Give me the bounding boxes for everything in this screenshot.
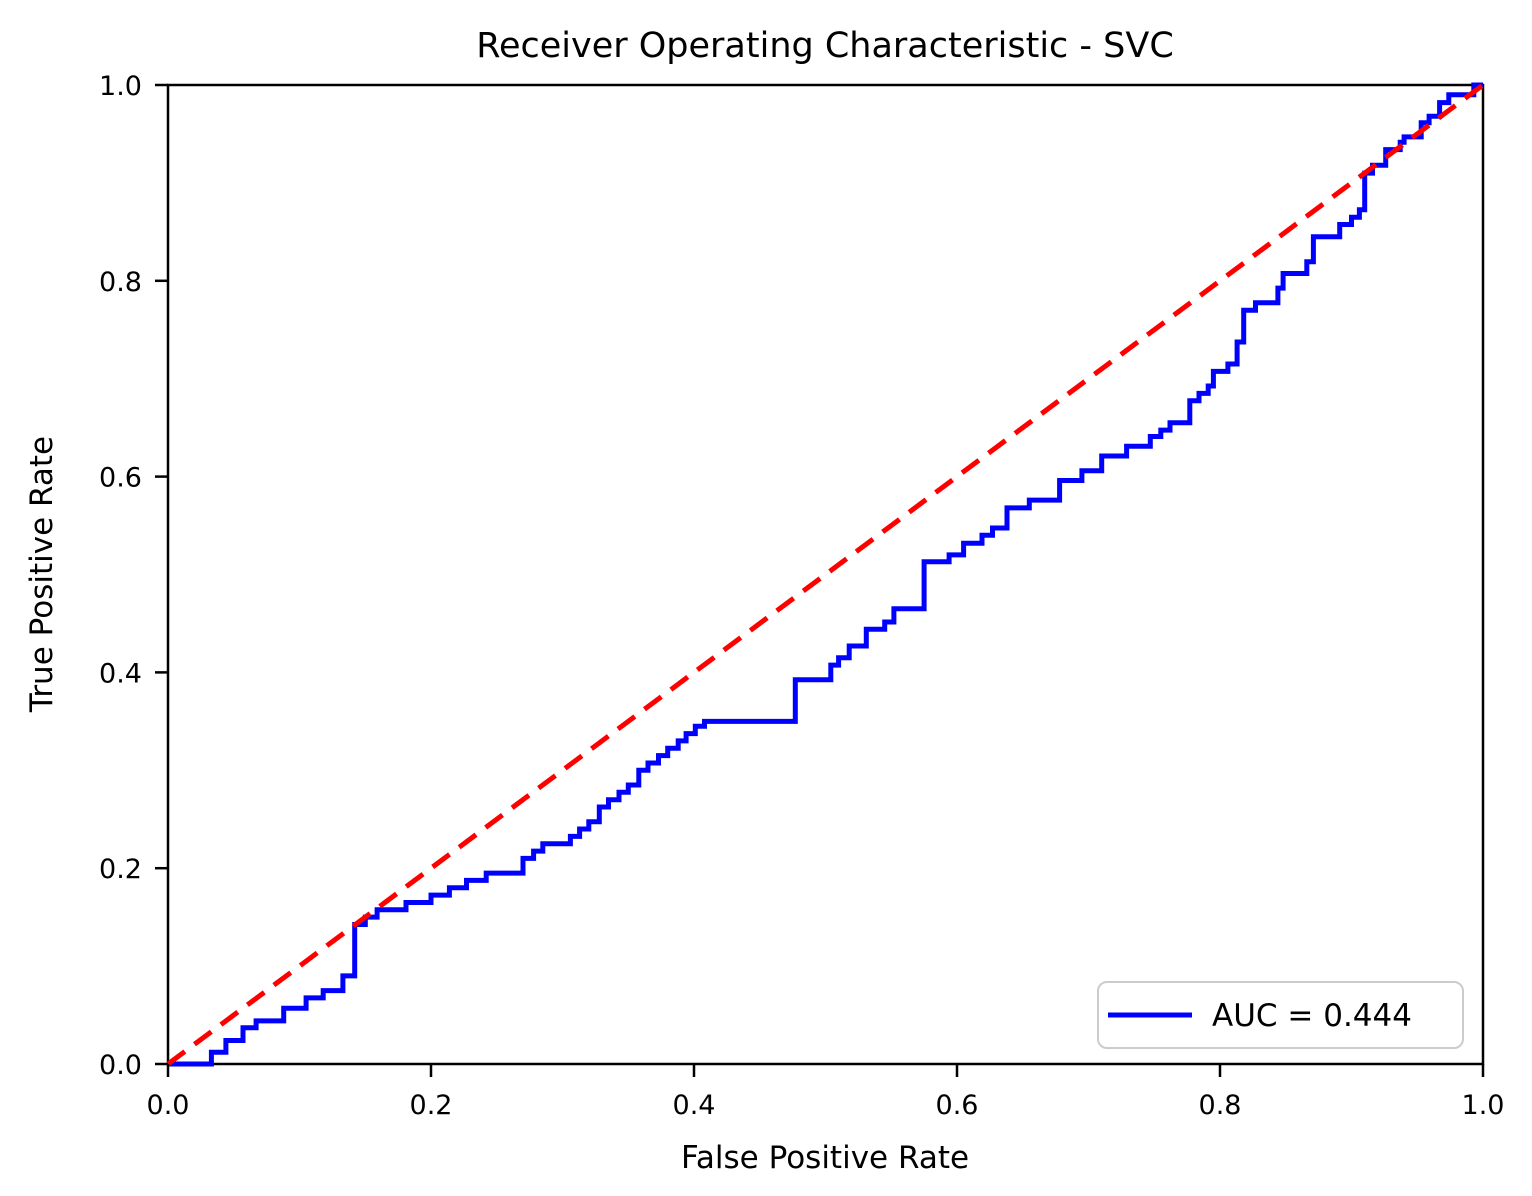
x-tick-label: 0.0: [147, 1090, 190, 1121]
y-axis-label: True Positive Rate: [24, 436, 60, 713]
roc-curve: [168, 82, 1483, 1067]
legend-label: AUC = 0.444: [1212, 998, 1412, 1034]
y-tick-label: 0.6: [99, 463, 142, 494]
x-tick-label: 1.0: [1462, 1090, 1505, 1121]
y-tick-label: 0.0: [99, 1050, 142, 1081]
y-tick-label: 1.0: [99, 71, 142, 102]
y-tick-label: 0.4: [99, 658, 142, 689]
x-tick-label: 0.6: [936, 1090, 979, 1121]
legend: AUC = 0.444: [1097, 981, 1464, 1049]
x-axis-label: False Positive Rate: [681, 1140, 969, 1176]
x-tick-label: 0.4: [673, 1090, 716, 1121]
x-tick-label: 0.2: [410, 1090, 453, 1121]
x-tick-label: 0.8: [1199, 1090, 1242, 1121]
series-layer: [166, 82, 1485, 1067]
chance-diagonal: [166, 82, 1485, 1067]
ticks-layer: 0.0 0.2 0.4 0.6 0.8 1.0 0.0 0.2 0.4 0.6 0.8 1.0: [99, 71, 1504, 1121]
y-tick-label: 0.2: [99, 854, 142, 885]
plot-border: [166, 83, 1485, 1066]
chart-title: Receiver Operating Characteristic - SVC: [476, 26, 1174, 66]
legend-box: [1097, 981, 1464, 1049]
y-tick-label: 0.8: [99, 267, 142, 298]
